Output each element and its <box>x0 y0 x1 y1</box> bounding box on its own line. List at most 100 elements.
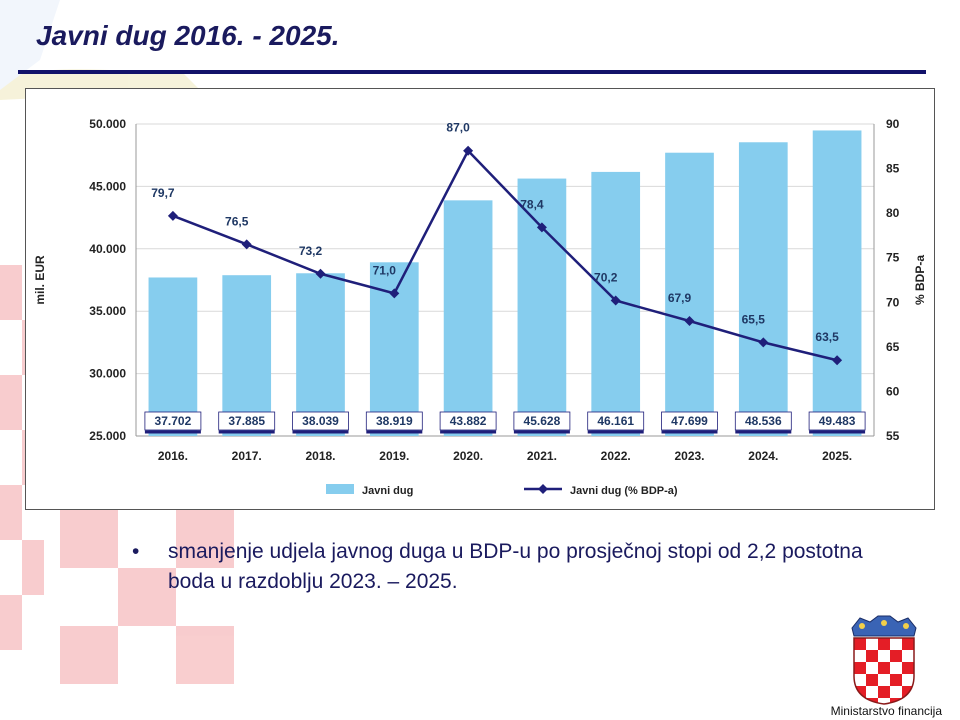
legend-bar-label: Javni dug <box>362 485 413 497</box>
y-tick-label: 40.000 <box>89 242 126 256</box>
line-point <box>315 268 326 279</box>
checker-square <box>890 662 902 674</box>
bar-label-box <box>734 411 792 431</box>
bar-label-box <box>365 411 423 431</box>
bullet-dot-icon: • <box>132 540 140 563</box>
line-point <box>758 337 769 348</box>
checker-square <box>890 650 902 662</box>
checker-square <box>854 638 866 650</box>
bar-value-label: 48.536 <box>745 414 782 428</box>
bar-value-label: 49.483 <box>819 414 856 428</box>
y2-tick-label: 55 <box>886 429 900 443</box>
y2-tick-label: 70 <box>886 295 900 309</box>
checker-square <box>854 674 866 686</box>
bar-value-label: 38.919 <box>376 414 413 428</box>
checker-square <box>902 650 914 662</box>
checker-square <box>866 674 878 686</box>
checker-square <box>866 650 878 662</box>
y2-tick-label: 75 <box>886 251 900 265</box>
line-value-label: 79,7 <box>151 186 175 200</box>
x-tick-label: 2021. <box>527 449 557 463</box>
checker-square <box>878 698 890 704</box>
bar-value-label: 37.702 <box>155 414 192 428</box>
y2-tick-label: 65 <box>886 340 900 354</box>
bar-value-label: 43.882 <box>450 414 487 428</box>
chart-frame: 25.000 30.000 35.000 40.000 45.000 50.000 55 60… <box>25 88 935 510</box>
checker-square <box>902 662 914 674</box>
y2-tick-label: 85 <box>886 162 900 176</box>
checker-square <box>878 686 890 698</box>
line-value-label: 78,4 <box>520 197 544 211</box>
x-tick-label: 2025. <box>822 449 852 463</box>
y2-tick-label: 80 <box>886 206 900 220</box>
title-underline <box>18 70 926 74</box>
line-point <box>241 239 252 250</box>
y2-tick-label: 90 <box>886 117 900 131</box>
bar <box>222 275 272 436</box>
legend-line-label: Javni dug (% BDP-a) <box>570 485 678 497</box>
checker-square <box>902 638 914 650</box>
bar-value-label: 38.039 <box>302 414 339 428</box>
line-value-label: 63,5 <box>815 330 839 344</box>
bullet-text: smanjenje udjela javnog duga u BDP-u po … <box>168 540 863 593</box>
line-point <box>463 145 474 156</box>
y2-axis-title: % BDP-a <box>913 255 927 305</box>
checker-square <box>878 650 890 662</box>
y-tick-label: 45.000 <box>89 179 126 193</box>
series-line <box>172 148 838 362</box>
line-value-label: 87,0 <box>446 121 470 135</box>
legend-line-marker <box>538 484 548 494</box>
bar-value-label: 46.161 <box>597 414 634 428</box>
bar-label-box <box>218 411 276 431</box>
x-tick-label: 2024. <box>748 449 778 463</box>
bar-value-label: 45.628 <box>524 414 561 428</box>
x-tick-label: 2017. <box>232 449 262 463</box>
line-point <box>536 222 547 233</box>
line-value-label: 70,2 <box>594 271 618 285</box>
checker-square <box>866 662 878 674</box>
checker-square <box>890 638 902 650</box>
bar <box>812 130 862 437</box>
bullet-list: • smanjenje udjela javnog duga u BDP-u p… <box>132 537 892 597</box>
checker-square <box>866 638 878 650</box>
y-tick-label: 35.000 <box>89 304 126 318</box>
bar-label-box <box>439 411 497 431</box>
line-point <box>684 316 695 327</box>
checker-square <box>878 662 890 674</box>
bar <box>517 178 567 436</box>
debt-chart: 25.000 30.000 35.000 40.000 45.000 50.000 55 60… <box>33 117 927 497</box>
checker-square <box>866 686 878 698</box>
checker-square <box>878 638 890 650</box>
x-tick-label: 2016. <box>158 449 188 463</box>
line-value-label: 76,5 <box>225 214 249 228</box>
bar <box>443 200 493 436</box>
footer-organization: Ministarstvo financija <box>830 704 942 718</box>
crown-icon <box>851 615 917 637</box>
checker-square <box>854 650 866 662</box>
checker-square <box>890 674 902 686</box>
bar-value-label: 37.885 <box>228 414 265 428</box>
checker-square <box>854 662 866 674</box>
bar-value-label: 47.699 <box>671 414 708 428</box>
x-tick-label: 2020. <box>453 449 483 463</box>
bullet-item: • smanjenje udjela javnog duga u BDP-u p… <box>132 537 892 597</box>
bar-label-box <box>513 411 571 431</box>
x-tick-label: 2019. <box>379 449 409 463</box>
bar-label-box <box>587 411 645 431</box>
line-point <box>610 295 621 306</box>
bar-label-box <box>144 411 202 431</box>
y-tick-label: 30.000 <box>89 367 126 381</box>
line-point <box>389 288 400 299</box>
croatian-coat-of-arms-icon <box>848 614 920 706</box>
y-tick-label: 25.000 <box>89 429 126 443</box>
bar <box>296 273 345 436</box>
bar <box>148 277 198 436</box>
y-axis-title: mil. EUR <box>33 255 47 305</box>
bar-label-box <box>808 411 866 431</box>
line-value-label: 65,5 <box>742 312 766 326</box>
bar <box>665 152 714 436</box>
bar-label-box <box>292 411 349 431</box>
checker-square <box>902 674 914 686</box>
y-tick-label: 50.000 <box>89 117 126 131</box>
